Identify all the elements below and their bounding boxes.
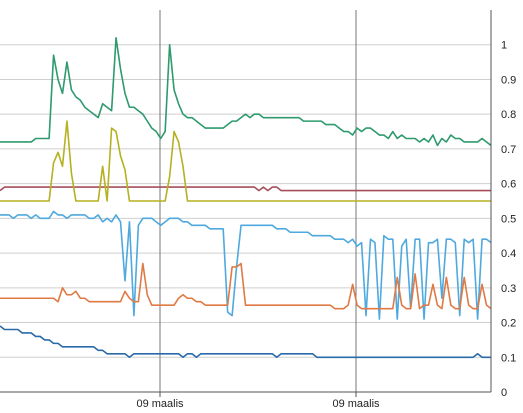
y-tick-label: 0.2 — [501, 318, 516, 330]
series-line-1 — [0, 36, 492, 147]
y-tick-label: 0.6 — [501, 179, 516, 191]
x-tick-labels: 09 maalis 09 maalis — [136, 398, 380, 410]
horizontal-gridlines — [0, 44, 491, 358]
series-line-4 — [0, 210, 492, 320]
y-tick-label: 0.5 — [501, 213, 516, 225]
series-line-3 — [0, 120, 491, 202]
x-tick-label: 09 maalis — [136, 398, 184, 410]
y-tick-label: 0.8 — [501, 109, 516, 121]
vertical-gridlines — [159, 10, 357, 397]
y-tick-labels: 0 0.1 0.2 0.3 0.4 0.5 0.6 0.7 0.8 0.9 1 — [501, 40, 516, 399]
x-tick-label: 09 maalis — [332, 398, 380, 410]
y-tick-label: 1 — [501, 40, 507, 52]
series-line-2 — [0, 186, 491, 192]
y-tick-label: 0.7 — [501, 144, 516, 156]
y-tick-label: 0.4 — [501, 248, 516, 260]
y-tick-label: 0 — [501, 387, 507, 399]
series-lines — [0, 36, 492, 359]
y-tick-label: 0.1 — [501, 352, 516, 364]
series-line-5 — [0, 262, 492, 310]
y-tick-label: 0.9 — [501, 74, 516, 86]
series-line-6 — [0, 325, 491, 359]
y-tick-label: 0.3 — [501, 283, 516, 295]
